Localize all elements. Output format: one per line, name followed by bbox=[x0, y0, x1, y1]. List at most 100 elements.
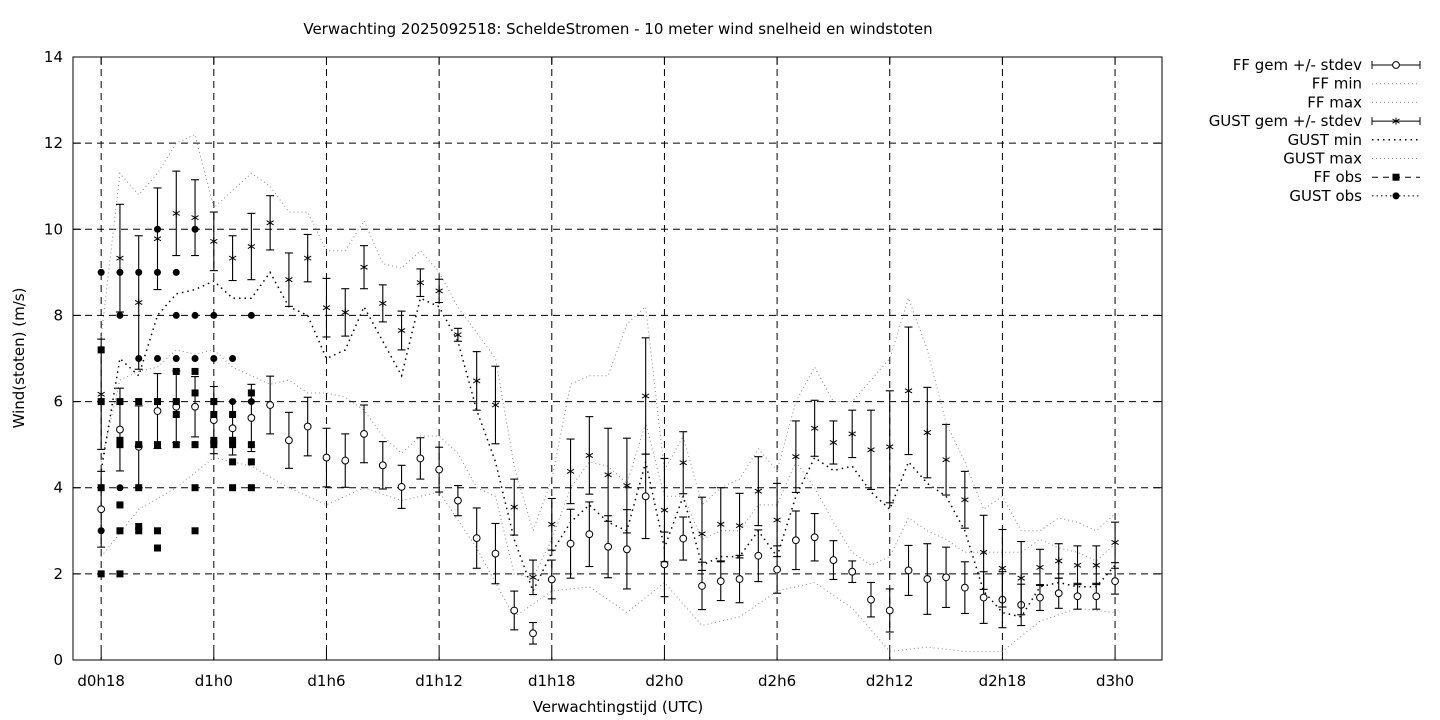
star-stroke bbox=[848, 431, 856, 437]
ff-obs-point bbox=[247, 441, 255, 449]
x-tick-label: d1h12 bbox=[415, 672, 463, 690]
gust-mean-point bbox=[979, 548, 988, 556]
gust-mean-point bbox=[867, 446, 875, 454]
ff-obs-point bbox=[191, 367, 199, 375]
legend-label: GUST min bbox=[1288, 131, 1362, 149]
ff-mean-point bbox=[735, 575, 744, 583]
ff-obs-point bbox=[135, 527, 143, 535]
ff-mean-point bbox=[529, 629, 537, 638]
ff-mean-point bbox=[266, 401, 275, 409]
ff-mean-point bbox=[622, 545, 631, 554]
legend-label: GUST obs bbox=[1289, 187, 1362, 205]
ff-obs-point bbox=[229, 458, 237, 466]
star-stroke bbox=[923, 430, 932, 436]
gust-mean-point bbox=[566, 467, 575, 475]
gust-mean-point bbox=[885, 443, 894, 451]
star-stroke bbox=[303, 255, 312, 261]
gust-obs-point bbox=[153, 355, 161, 362]
ff-obs-point bbox=[229, 410, 237, 418]
gust-mean-point bbox=[454, 331, 462, 339]
legend-label: FF gem +/- stdev bbox=[1233, 56, 1362, 74]
ff-obs-point bbox=[172, 410, 180, 418]
x-tick-label: d1h6 bbox=[307, 672, 345, 690]
gust-mean-point bbox=[1092, 561, 1101, 569]
star-stroke bbox=[228, 255, 237, 261]
gust-obs-point bbox=[116, 311, 124, 319]
star-stroke bbox=[322, 305, 331, 311]
star-stroke bbox=[360, 264, 368, 270]
ff-obs-point bbox=[97, 484, 105, 492]
ff-mean-point bbox=[810, 533, 819, 542]
star-stroke bbox=[379, 300, 387, 306]
y-tick-label: 4 bbox=[53, 479, 63, 497]
gust-obs-point bbox=[172, 398, 180, 406]
star-stroke bbox=[961, 497, 969, 503]
ff-mean-point bbox=[191, 402, 199, 411]
ff-mean-point bbox=[416, 454, 425, 463]
gust-mean-point bbox=[341, 308, 350, 316]
star-stroke bbox=[1054, 558, 1063, 564]
star-stroke bbox=[885, 444, 894, 450]
gust-mean-point bbox=[397, 327, 406, 335]
ff-obs-point bbox=[191, 484, 199, 492]
chart-title: Verwachting 2025092518: ScheldeStromen -… bbox=[303, 20, 932, 38]
x-axis-label: Verwachtingstijd (UTC) bbox=[533, 698, 704, 716]
gust-obs-point bbox=[135, 441, 143, 449]
gust-mean-point bbox=[379, 299, 387, 307]
legend-label: FF obs bbox=[1313, 168, 1362, 186]
gust-mean-point bbox=[116, 254, 124, 262]
x-tick-label: d2h12 bbox=[866, 672, 914, 690]
ff-mean-point bbox=[510, 606, 519, 615]
gust-mean-point bbox=[829, 438, 838, 446]
ff-obs-point bbox=[116, 398, 124, 406]
ff-mean-point bbox=[491, 549, 500, 558]
x-axis-ticks: d0h18 d1h0 d1h6 d1h12 d1h18 d2h0 d2h6 d2h12 d2h1… bbox=[77, 57, 1134, 690]
ff-obs-point bbox=[135, 484, 143, 492]
ff-obs-point bbox=[247, 458, 255, 466]
ff-mean-point bbox=[641, 492, 650, 501]
gust-obs-point bbox=[247, 398, 255, 406]
gust-mean-point bbox=[191, 214, 199, 222]
gust-min-line bbox=[100, 270, 1116, 618]
gust-obs-point bbox=[229, 398, 237, 406]
gust-mean-point bbox=[153, 235, 162, 243]
ff-obs-point bbox=[116, 501, 124, 509]
gust-mean-point bbox=[548, 520, 556, 528]
gust-mean-point bbox=[134, 299, 143, 307]
ff-obs-point bbox=[116, 570, 124, 578]
star-stroke bbox=[810, 425, 819, 431]
star-stroke bbox=[735, 523, 744, 529]
ff-obs-point bbox=[229, 484, 237, 492]
ff-mean-point bbox=[867, 595, 875, 604]
y-tick-label: 2 bbox=[53, 565, 63, 583]
gust-mean-point bbox=[904, 387, 913, 395]
gust-obs-point bbox=[191, 355, 199, 362]
star-stroke bbox=[679, 460, 687, 466]
ff-mean-point bbox=[472, 534, 481, 543]
ff-mean-point bbox=[397, 482, 406, 491]
x-tick-label: d1h18 bbox=[528, 672, 576, 690]
ff-mean-point bbox=[1073, 592, 1082, 601]
star-stroke bbox=[979, 549, 988, 555]
gust-obs-point bbox=[135, 268, 143, 276]
star-stroke bbox=[1392, 118, 1400, 124]
gust-mean-point bbox=[303, 254, 312, 262]
ff-mean-point bbox=[341, 456, 350, 465]
ff-mean-point bbox=[942, 573, 950, 582]
gust-obs-point bbox=[153, 268, 161, 276]
ff-mean-point bbox=[97, 505, 106, 514]
ff-obs-point bbox=[191, 389, 199, 397]
gust-mean-point bbox=[1054, 557, 1063, 565]
ff-mean-point bbox=[1092, 592, 1101, 601]
ff-mean-point bbox=[285, 436, 293, 445]
plot-frame bbox=[72, 56, 1163, 661]
ff-mean-point bbox=[454, 496, 462, 505]
ff-max-line bbox=[100, 349, 1116, 579]
gust-mean-point bbox=[961, 496, 969, 504]
ff-mean-point bbox=[566, 539, 575, 548]
star-stroke bbox=[247, 243, 256, 250]
ff-obs-point bbox=[97, 346, 105, 354]
gust-mean-point bbox=[848, 430, 856, 438]
star-stroke bbox=[754, 488, 763, 494]
